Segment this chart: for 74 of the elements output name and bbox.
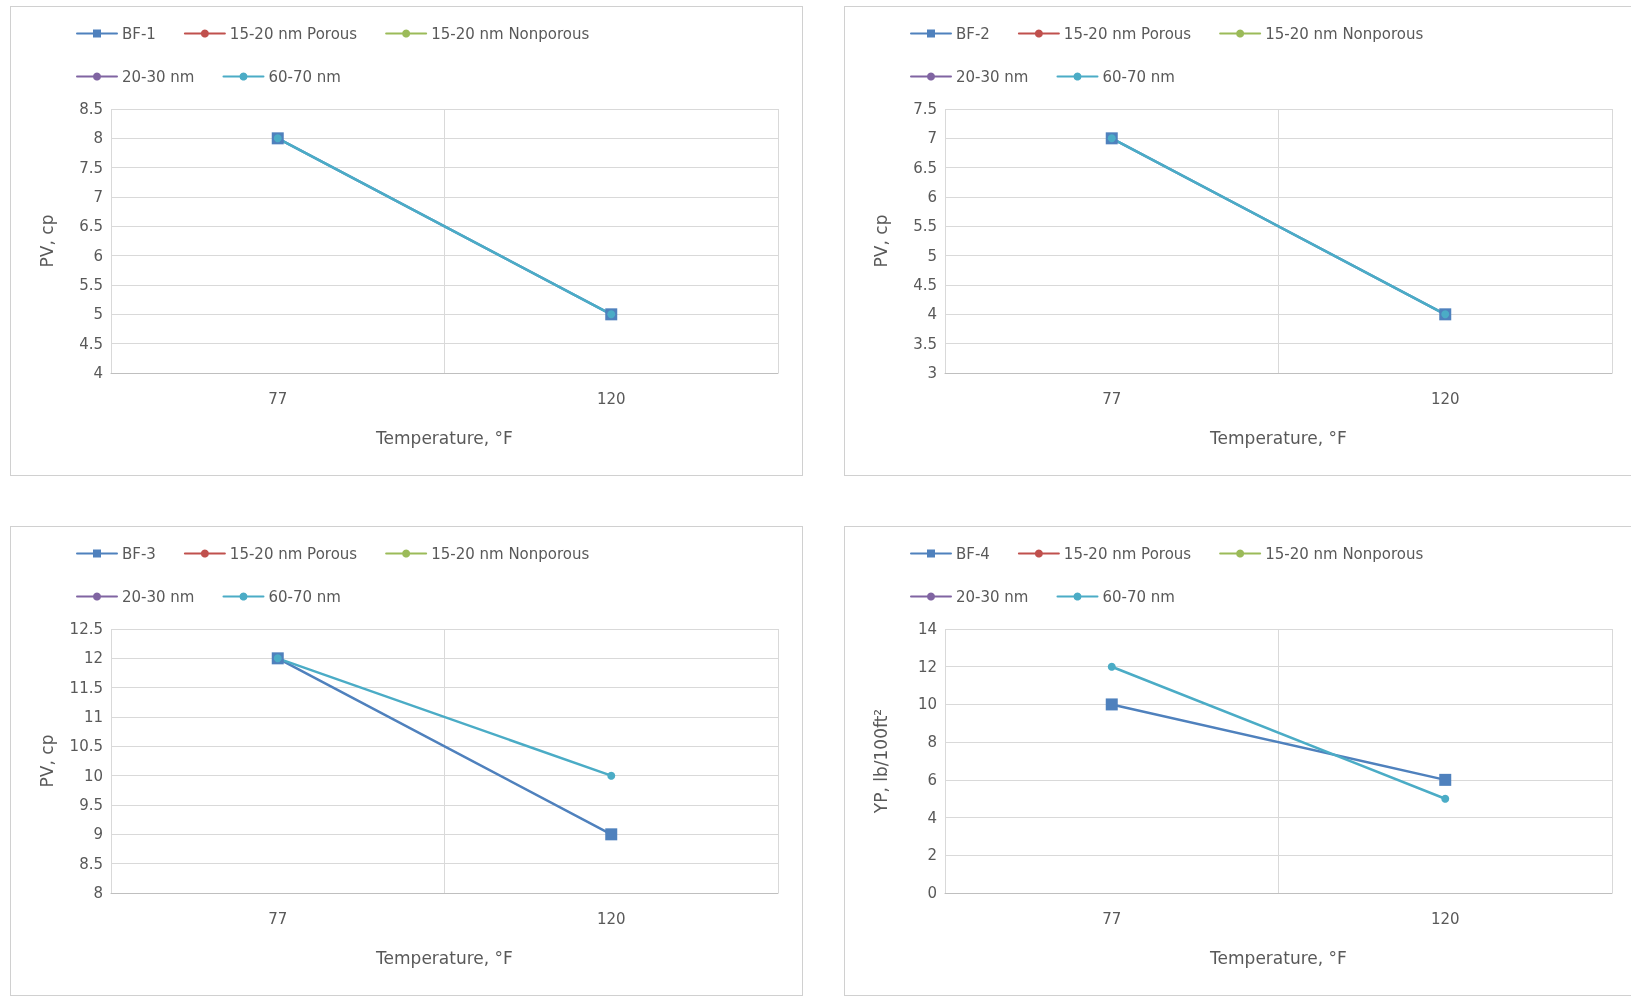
legend-label: 15-20 nm Nonporous [1265,24,1424,43]
y-axis-title: PV, cp [36,214,57,268]
y-tick-label: 6 [927,770,937,789]
y-axis-title: PV, cp [36,734,57,788]
y-tick-label: 8.5 [79,100,103,118]
y-tick-label: 3.5 [913,334,937,353]
y-tick-label: 5.5 [79,276,103,294]
y-tick-label: 7 [93,188,103,206]
legend-label: 15-20 nm Porous [1063,544,1192,563]
y-tick-label: 5 [927,246,937,265]
legend-label: 15-20 nm Nonporous [431,544,590,563]
y-tick-label: 4 [927,305,937,324]
legend-label: 60-70 nm [1102,587,1175,606]
y-tick-label: 6 [927,188,937,206]
x-axis-title: Temperature, °F [375,427,513,448]
x-tick-label: 120 [596,389,626,408]
legend-label: 15-20 nm Porous [229,24,358,43]
y-tick-label: 11.5 [69,678,103,697]
y-tick-label: 8 [93,129,103,148]
y-tick-label: 5 [93,305,103,324]
legend-label: BF-3 [122,544,156,563]
y-tick-label: 8 [927,733,937,752]
y-tick-label: 7 [927,129,937,148]
legend-label: 60-70 nm [1102,67,1175,86]
x-axis-title: Temperature, °F [1209,427,1347,448]
y-axis-title: YP, lb/100ft² [870,708,891,815]
x-tick-label: 120 [1430,909,1460,928]
y-tick-label: 3 [927,364,937,382]
x-tick-label: 77 [268,389,288,408]
y-tick-label: 7.5 [79,158,103,177]
x-tick-label: 77 [1102,909,1122,928]
y-tick-label: 6.5 [79,217,103,236]
x-tick-label: 77 [268,909,288,928]
y-tick-label: 11 [83,708,103,726]
y-tick-label: 4 [93,364,103,382]
y-tick-label: 12.5 [69,620,103,638]
x-axis-title: Temperature, °F [375,947,513,968]
y-tick-label: 4.5 [79,334,103,353]
y-tick-label: 10 [917,695,937,714]
legend-label: 15-20 nm Nonporous [431,24,590,43]
y-tick-label: 4.5 [913,276,937,294]
y-tick-label: 8 [93,884,103,902]
y-tick-label: 6 [93,246,103,265]
y-tick-label: 10.5 [69,737,103,756]
legend-label: 15-20 nm Porous [1063,24,1192,43]
legend-label: 60-70 nm [268,587,341,606]
legend-label: 20-30 nm [122,587,195,606]
y-tick-label: 12 [917,657,937,676]
legend-label: 15-20 nm Nonporous [1265,544,1424,563]
legend-label: 20-30 nm [956,587,1029,606]
y-tick-label: 0 [927,884,937,902]
y-tick-label: 9.5 [79,796,103,814]
y-tick-label: 2 [927,846,937,865]
y-tick-label: 12 [83,649,103,668]
x-tick-label: 120 [1430,389,1460,408]
legend-label: 60-70 nm [268,67,341,86]
x-tick-label: 77 [1102,389,1122,408]
y-tick-label: 6.5 [913,158,937,177]
y-tick-label: 9 [93,825,103,844]
legend-label: BF-4 [956,544,990,563]
y-tick-label: 10 [83,766,103,785]
legend-label: BF-2 [956,24,990,43]
y-axis-title: PV, cp [870,214,891,268]
y-tick-label: 8.5 [79,854,103,873]
y-tick-label: 4 [927,808,937,827]
y-tick-label: 14 [917,620,937,638]
y-tick-label: 5.5 [913,217,937,236]
x-axis-title: Temperature, °F [1209,947,1347,968]
legend-label: BF-1 [122,24,156,43]
legend-label: 20-30 nm [122,67,195,86]
y-tick-label: 7.5 [913,100,937,118]
x-tick-label: 120 [596,909,626,928]
legend-label: 15-20 nm Porous [229,544,358,563]
legend-label: 20-30 nm [956,67,1029,86]
